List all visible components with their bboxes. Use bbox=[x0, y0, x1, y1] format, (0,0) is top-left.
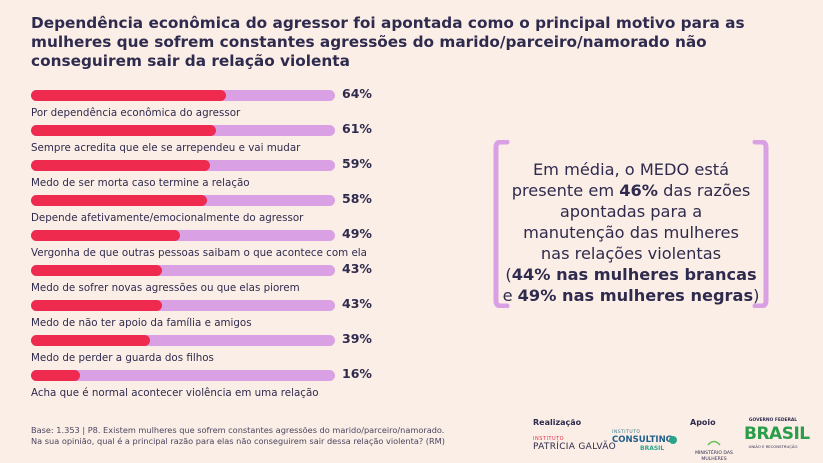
bar-value-label: 61% bbox=[342, 121, 372, 136]
bar-track bbox=[31, 125, 335, 136]
callout-box: Em média, o MEDO está presente em 46% da… bbox=[493, 140, 769, 308]
callout-line: manutenção das mulheres bbox=[523, 223, 739, 242]
callout-line: apontadas para a bbox=[559, 202, 703, 221]
bar-value-label: 39% bbox=[342, 331, 372, 346]
callout-text-part: presente em bbox=[511, 181, 620, 200]
logo-ministerio-line2: MULHERES bbox=[701, 457, 727, 462]
bar-category-label: Depende afetivamente/emocionalmente do a… bbox=[31, 212, 304, 224]
bar bbox=[31, 160, 211, 171]
footnote-line: Na sua opinião, qual é a principal razão… bbox=[31, 436, 445, 446]
bar bbox=[31, 90, 226, 101]
callout-highlight: 46% bbox=[619, 181, 658, 200]
bar-track bbox=[31, 230, 335, 241]
governo-federal-logo: GOVERNO FEDERAL BRASIL UNIÃO E RECONSTRU… bbox=[744, 418, 810, 449]
callout-line: e 49% nas mulheres negras) bbox=[501, 285, 761, 306]
logo-pg-big: PATRÍCIA GALVÃO bbox=[533, 442, 616, 452]
logo-consulting-big: CONSULTING bbox=[612, 435, 673, 445]
bar bbox=[31, 125, 217, 136]
bar-category-label: Por dependência econômica do agressor bbox=[31, 107, 241, 119]
bar-category-label: Sempre acredita que ele se arrependeu e … bbox=[31, 142, 301, 154]
callout-line: Em média, o MEDO está bbox=[532, 160, 730, 179]
callout-line: (44% nas mulheres brancas bbox=[501, 264, 761, 285]
callout-line: nas relações violentas bbox=[540, 244, 722, 263]
bar-category-label: Medo de sofrer novas agressões ou que el… bbox=[31, 282, 300, 294]
logo-pg-small: INSTITUTO bbox=[533, 436, 565, 442]
bar-category-label: Medo de perder a guarda dos filhos bbox=[31, 352, 214, 364]
logo-gov-top: GOVERNO FEDERAL bbox=[748, 418, 798, 423]
logo-ministerio-line1: MINISTÉRIO DAS bbox=[695, 451, 733, 456]
bar-track bbox=[31, 335, 335, 346]
consulting-mark-icon bbox=[669, 436, 677, 444]
bar bbox=[31, 230, 180, 241]
bar bbox=[31, 265, 162, 276]
bar-value-label: 49% bbox=[342, 226, 372, 241]
ministerio-mark-icon bbox=[707, 440, 721, 446]
bar-value-label: 16% bbox=[342, 366, 372, 381]
bar-category-label: Vergonha de que outras pessoas saibam o … bbox=[31, 247, 367, 259]
callout-bracket bbox=[493, 140, 769, 308]
callout-highlight: 49% nas mulheres negras bbox=[517, 286, 754, 305]
bar-value-label: 59% bbox=[342, 156, 372, 171]
ministerio-mulheres-logo: MINISTÉRIO DAS MULHERES bbox=[690, 432, 738, 463]
bar-category-label: Medo de não ter apoio da família e amigo… bbox=[31, 317, 252, 329]
realizacao-label: Realização bbox=[533, 418, 582, 427]
consulting-logo: INSTITUTO CONSULTING BRASIL bbox=[612, 430, 677, 460]
bar-category-label: Acha que é normal acontecer violência em… bbox=[31, 387, 319, 399]
bar-value-label: 43% bbox=[342, 296, 372, 311]
bar-chart: 64% Por dependência econômica do agressor… bbox=[31, 86, 451, 408]
bar-value-label: 43% bbox=[342, 261, 372, 276]
bar bbox=[31, 300, 162, 311]
bar-value-label: 58% bbox=[342, 191, 372, 206]
callout-line: presente em 46% das razões bbox=[501, 180, 761, 201]
footnote-line: Base: 1.353 | P8. Existem mulheres que s… bbox=[31, 425, 445, 435]
bar-value-label: 64% bbox=[342, 86, 372, 101]
bar-track bbox=[31, 160, 335, 171]
logo-gov-big: BRASIL bbox=[744, 424, 810, 444]
bar bbox=[31, 335, 150, 346]
patricia-galvao-logo: INSTITUTO PATRÍCIA GALVÃO bbox=[533, 436, 616, 452]
bar-category-label: Medo de ser morta caso termine a relação bbox=[31, 177, 250, 189]
callout-text: Em média, o MEDO está presente em 46% da… bbox=[501, 159, 761, 306]
callout-highlight: 44% nas mulheres brancas bbox=[511, 265, 757, 284]
callout-text-part: ( bbox=[505, 265, 512, 284]
callout-text-part: das razões bbox=[657, 181, 751, 200]
callout-text-part: e bbox=[502, 286, 518, 305]
chart-title: Dependência econômica do agressor foi ap… bbox=[31, 14, 745, 70]
logo-gov-sub: UNIÃO E RECONSTRUÇÃO bbox=[748, 444, 798, 449]
apoio-label: Apoio bbox=[690, 418, 716, 427]
bar-track bbox=[31, 265, 335, 276]
logo-consulting-sub: BRASIL bbox=[640, 445, 665, 452]
bar-track bbox=[31, 90, 335, 101]
bar bbox=[31, 195, 208, 206]
logo-gov-big-wrap: BRASIL bbox=[744, 424, 810, 444]
logo-consulting-small: INSTITUTO bbox=[612, 430, 641, 435]
bar-track bbox=[31, 195, 335, 206]
bar-track bbox=[31, 300, 335, 311]
footnote: Base: 1.353 | P8. Existem mulheres que s… bbox=[31, 425, 491, 447]
bar-track bbox=[31, 370, 335, 381]
callout-text-part: ) bbox=[753, 286, 760, 305]
bar bbox=[31, 370, 80, 381]
